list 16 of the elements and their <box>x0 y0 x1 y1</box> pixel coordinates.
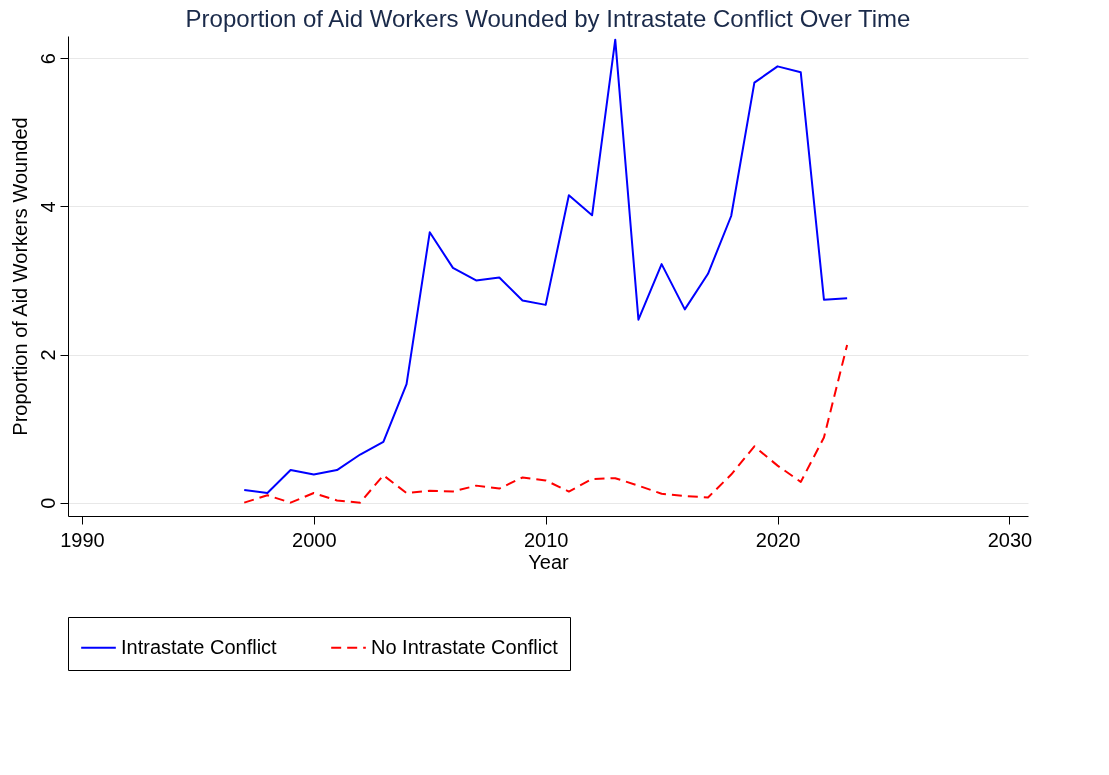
line-series <box>243 38 849 495</box>
legend-label: No Intrastate Conflict <box>371 635 559 658</box>
y-axis-title: Proportion of Aid Workers Wounded <box>8 117 31 436</box>
x-tick-label: 1990 <box>60 528 105 551</box>
x-tick-label: 2030 <box>987 528 1033 551</box>
y-tick-label: 2 <box>36 349 59 361</box>
x-tick-label: 2010 <box>523 528 569 551</box>
chart-title: Proportion of Aid Workers Wounded by Intrastate Conflict Over Time <box>185 5 911 32</box>
y-tick-label: 0 <box>36 497 59 509</box>
line-series <box>243 343 849 504</box>
x-tick-label: 2020 <box>755 528 801 551</box>
legend-label: Intrastate Conflict <box>121 635 278 658</box>
y-tick-label: 6 <box>36 53 59 65</box>
x-tick-label: 2000 <box>292 528 337 551</box>
y-tick-label: 4 <box>36 201 59 213</box>
x-axis-title: Year <box>528 550 570 573</box>
